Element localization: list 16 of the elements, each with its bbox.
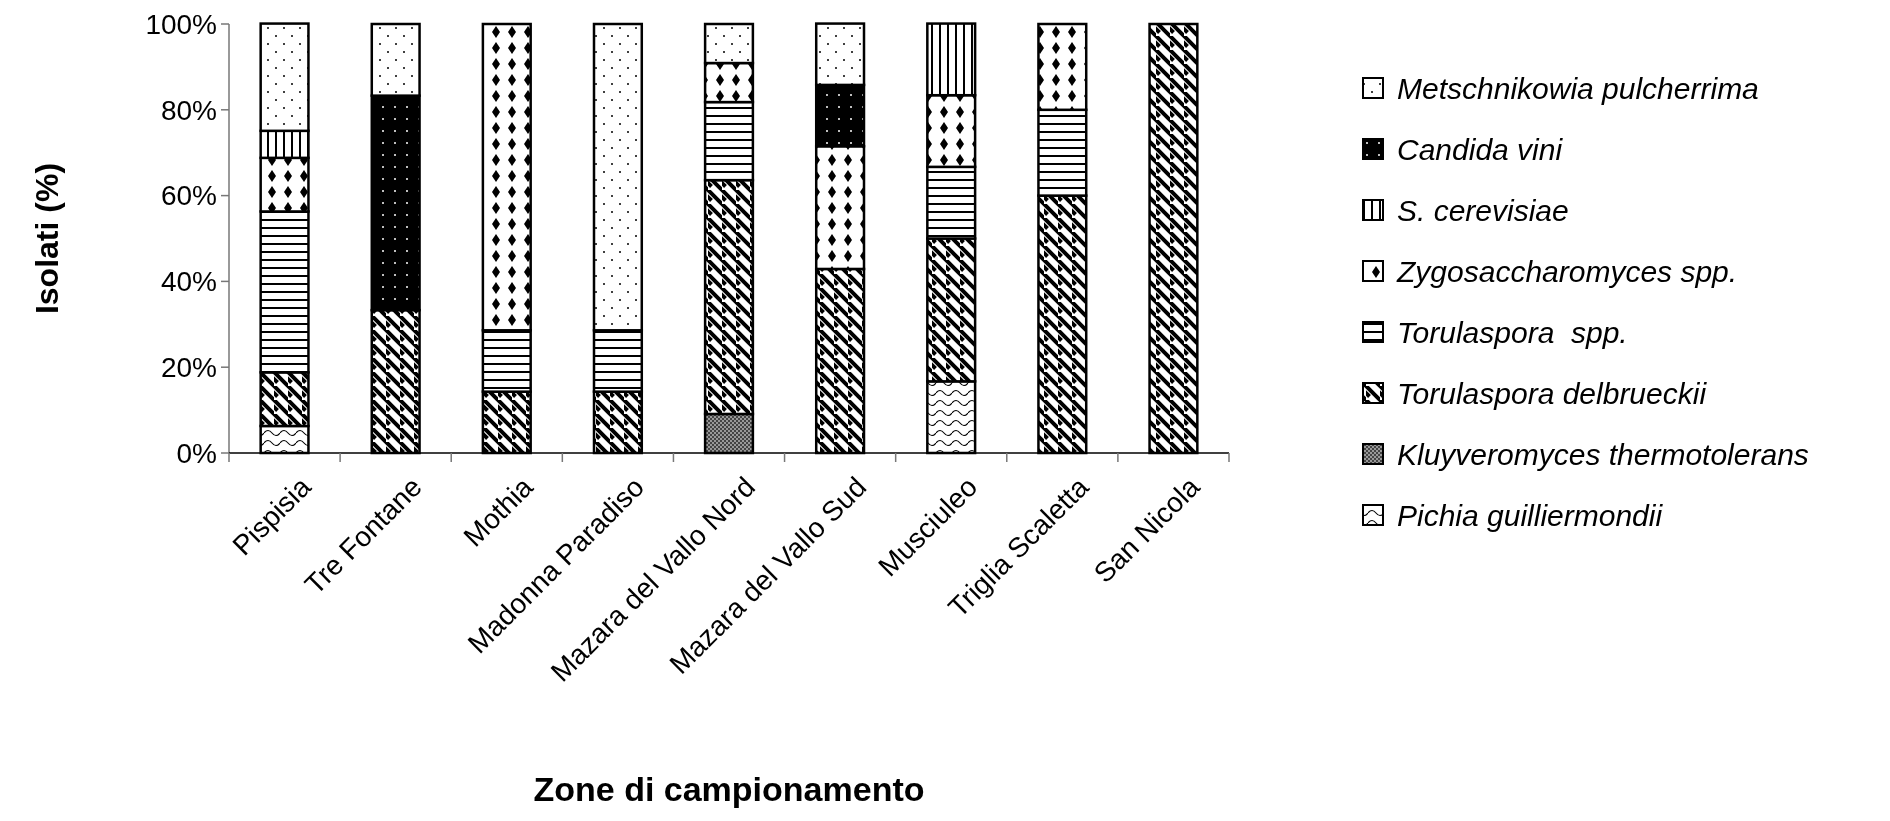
legend-label: Pichia guilliermondii: [1397, 498, 1664, 532]
legend-label: Candida vini: [1397, 132, 1564, 166]
legend-label: Kluyveromyces thermotolerans: [1397, 437, 1809, 471]
x-axis-title: Zone di campionamento: [533, 770, 925, 808]
y-tick-label: 60%: [160, 180, 217, 212]
legend-label: Metschnikowia pulcherrima: [1397, 71, 1759, 105]
y-tick-label: 80%: [160, 94, 217, 126]
legend-label: Zygosaccharomyces spp.: [1396, 254, 1738, 288]
y-axis-title: Isolati (%): [29, 162, 65, 315]
legend-label: Torulaspora delbrueckii: [1397, 376, 1708, 410]
y-tick-label: 20%: [160, 352, 217, 383]
y-tick-label: 0%: [176, 437, 217, 469]
y-tick-label: 40%: [160, 266, 217, 298]
y-tick-label: 100%: [145, 8, 217, 40]
legend-label: S. cerevisiae: [1397, 193, 1569, 227]
legend-label: Torulaspora spp.: [1397, 315, 1628, 349]
